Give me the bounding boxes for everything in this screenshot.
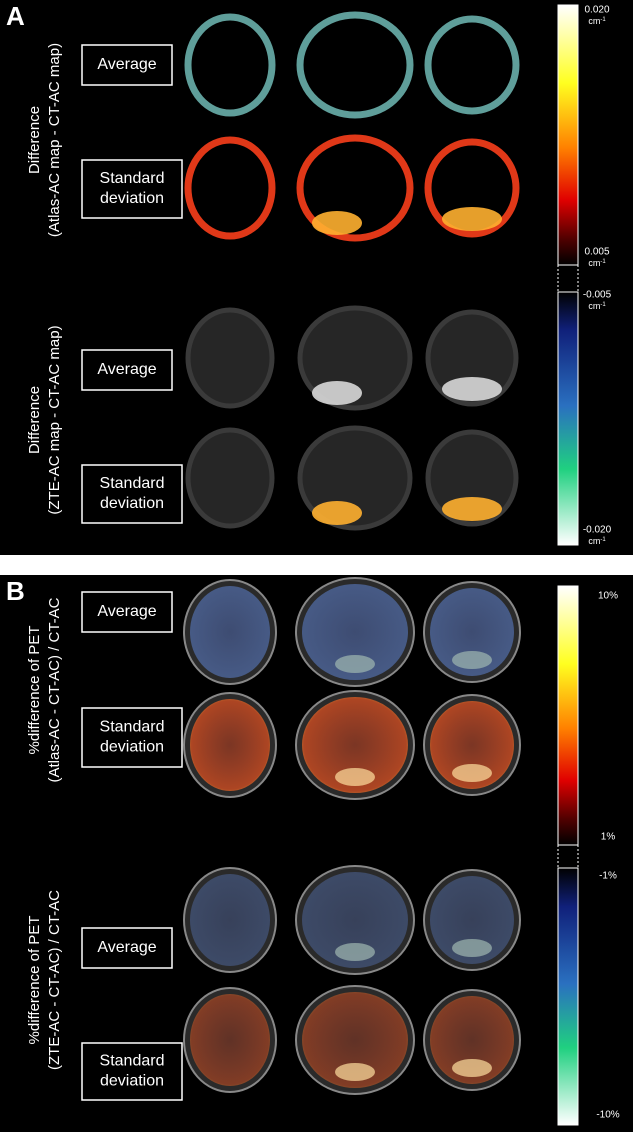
image-hotspot: [452, 939, 492, 957]
row-box: [81, 707, 183, 768]
colorbar-gap: [557, 844, 579, 869]
row-label: Standard: [100, 475, 165, 492]
scale-unit-base: cm: [588, 16, 600, 26]
group-title: %difference of PET: [26, 626, 43, 755]
brain-image: [302, 872, 408, 968]
brain-image: [296, 11, 414, 119]
group-title: (Atlas-AC - CT-AC) / CT-AC: [46, 597, 63, 782]
row-label: deviation: [100, 190, 164, 207]
row-label: Standard: [100, 1053, 165, 1070]
scale-unit-exp: -1: [600, 17, 606, 23]
scale-unit: cm-1: [588, 16, 606, 26]
scale-value: -10%: [596, 1110, 619, 1121]
image-hotspot: [452, 651, 492, 669]
group-title: Difference: [26, 386, 43, 454]
brain-image: [430, 996, 514, 1084]
scale-unit-exp: -1: [600, 537, 606, 543]
scale-unit: cm-1: [588, 258, 606, 268]
scale-unit-base: cm: [588, 536, 600, 546]
panel-label: B: [6, 576, 25, 606]
colorbar-negative: [557, 867, 579, 1126]
brain-image: [190, 699, 270, 791]
brain-image: [302, 992, 408, 1088]
row-label: deviation: [100, 495, 164, 512]
brain-image: [430, 876, 514, 964]
image-hotspot: [452, 764, 492, 782]
image-hotspot: [312, 381, 362, 405]
colorbar-positive: [557, 4, 579, 266]
row-label: Average: [97, 361, 156, 378]
row-label: Standard: [100, 719, 165, 736]
image-hotspot: [335, 943, 375, 961]
scale-unit: cm-1: [588, 536, 606, 546]
row-label: Average: [97, 56, 156, 73]
image-hotspot: [442, 497, 502, 521]
row-box: [81, 1042, 183, 1101]
scale-unit-base: cm: [588, 301, 600, 311]
brain-image: [302, 584, 408, 680]
row-label: Standard: [100, 170, 165, 187]
image-hotspot: [335, 1063, 375, 1081]
brain-image: [424, 15, 520, 115]
row-label: Average: [97, 939, 156, 956]
image-hotspot: [312, 211, 362, 235]
group-title: (Atlas-AC map - CT-AC map): [46, 43, 63, 237]
colorbar-gap: [557, 264, 579, 293]
colorbar-positive: [557, 585, 579, 846]
row-box: [81, 591, 173, 633]
brain-image: [184, 136, 276, 240]
scale-unit: cm-1: [588, 301, 606, 311]
row-box: [81, 927, 173, 969]
scale-value: -0.020: [583, 525, 612, 536]
scale-value: -0.005: [583, 290, 612, 301]
scale-value: 0.020: [584, 5, 609, 16]
scale-unit-base: cm: [588, 258, 600, 268]
brain-image: [430, 701, 514, 789]
image-hotspot: [452, 1059, 492, 1077]
image-hotspot: [312, 501, 362, 525]
row-label: deviation: [100, 1073, 164, 1090]
scale-value: 0.005: [584, 247, 609, 258]
image-hotspot: [442, 377, 502, 401]
group-title: (ZTE-AC - CT-AC) / CT-AC: [46, 890, 63, 1070]
group-title: Difference: [26, 106, 43, 174]
colorbar-negative: [557, 291, 579, 546]
brain-image: [302, 697, 408, 793]
image-hotspot: [442, 207, 502, 231]
brain-image: [190, 874, 270, 966]
scale-unit-exp: -1: [600, 259, 606, 265]
scale-value: 1%: [601, 832, 616, 843]
panel: B%difference of PET (Atlas-AC - CT-AC) / …: [0, 575, 633, 1132]
row-box: [81, 159, 183, 219]
brain-image: [185, 427, 275, 529]
brain-image: [190, 586, 270, 678]
row-label: Average: [97, 603, 156, 620]
scale-value: 10%: [598, 591, 618, 602]
brain-image: [185, 307, 275, 409]
group-title: (ZTE-AC map - CT-AC map): [46, 325, 63, 514]
panel-label: A: [6, 1, 25, 31]
brain-image: [190, 994, 270, 1086]
image-hotspot: [335, 655, 375, 673]
row-box: [81, 464, 183, 524]
brain-image: [184, 13, 276, 117]
brain-image: [430, 588, 514, 676]
scale-value: -1%: [599, 871, 617, 882]
row-label: deviation: [100, 739, 164, 756]
scale-unit-exp: -1: [600, 302, 606, 308]
image-hotspot: [335, 768, 375, 786]
group-title: %difference of PET: [26, 916, 43, 1045]
row-box: [81, 44, 173, 86]
row-box: [81, 349, 173, 391]
